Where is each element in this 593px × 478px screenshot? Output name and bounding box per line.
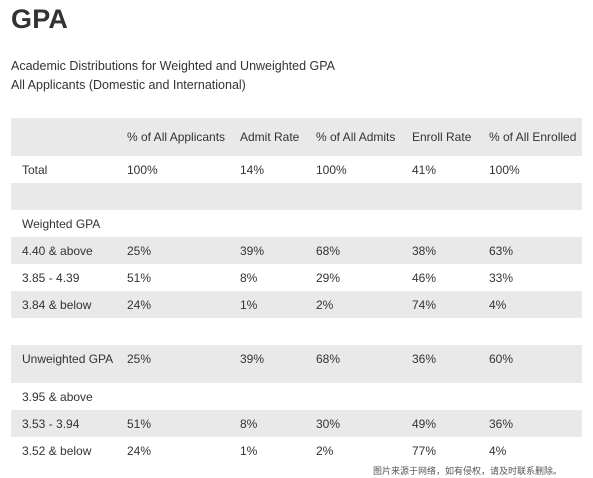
- table-cell: 4%: [489, 297, 507, 312]
- table-subtitle: Academic Distributions for Weighted and …: [11, 59, 336, 73]
- table-cell: 33%: [489, 270, 514, 285]
- table-cell: 25%: [127, 243, 152, 258]
- header-cell-pct-applicants: % of All Applicants: [127, 130, 226, 144]
- table-cell: 38%: [412, 243, 437, 258]
- table-cell: [11, 183, 116, 210]
- table-cell: 74%: [412, 297, 437, 312]
- gpa-distribution-table: % of All Applicants Admit Rate % of All …: [11, 118, 582, 464]
- table-cell: 100%: [489, 162, 520, 177]
- table-cell: [305, 318, 401, 345]
- table-cell: 63%: [489, 243, 514, 258]
- table-cell: 1%: [240, 297, 258, 312]
- table-row: 3.95 & above: [11, 383, 582, 410]
- table-cell: 1%: [240, 443, 258, 458]
- table-cell: [116, 383, 229, 410]
- table-cell: [401, 318, 478, 345]
- watermark-text: 图片来源于网络，如有侵权，请及时联系删除。: [372, 466, 562, 476]
- table-row: 3.53 - 3.94 51% 8% 30% 49% 36%: [11, 410, 582, 437]
- table-cell: 29%: [316, 270, 341, 285]
- table-cell: [229, 383, 305, 410]
- row-label: 3.95 & above: [22, 389, 93, 404]
- table-cell: [305, 383, 401, 410]
- table-cell: [229, 210, 305, 237]
- table-cell: 25%: [127, 352, 152, 366]
- table-cell: [401, 210, 478, 237]
- table-row-total: Total 100% 14% 100% 41% 100%: [11, 156, 582, 183]
- table-cell: 24%: [127, 297, 152, 312]
- table-cell: 41%: [412, 162, 437, 177]
- table-cell: 46%: [412, 270, 437, 285]
- table-cell: 68%: [316, 352, 341, 366]
- table-spacer-row: [11, 183, 582, 210]
- table-cell: 68%: [316, 243, 341, 258]
- table-row: 3.52 & below 24% 1% 2% 77% 4%: [11, 437, 582, 464]
- table-cell: 30%: [316, 416, 341, 431]
- table-cell: 60%: [489, 352, 514, 366]
- header-cell-pct-admits: % of All Admits: [316, 130, 396, 144]
- table-cell: 36%: [489, 416, 514, 431]
- table-cell: [229, 183, 305, 210]
- table-cell: 100%: [127, 162, 158, 177]
- table-cell: 8%: [240, 416, 258, 431]
- table-cell: 8%: [240, 270, 258, 285]
- page-title: GPA: [11, 4, 69, 34]
- table-cell: 2%: [316, 297, 334, 312]
- row-label: 3.52 & below: [22, 443, 92, 458]
- table-cell: 39%: [240, 243, 265, 258]
- row-label: 3.84 & below: [22, 297, 92, 312]
- table-cell: 36%: [412, 352, 437, 366]
- table-row: 4.40 & above 25% 39% 68% 38% 63%: [11, 237, 582, 264]
- table-cell: [478, 210, 582, 237]
- row-label: 4.40 & above: [22, 243, 93, 258]
- table-section-row-weighted: Weighted GPA: [11, 210, 582, 237]
- table-row: 3.85 - 4.39 51% 8% 29% 46% 33%: [11, 264, 582, 291]
- section-label: Weighted GPA: [22, 216, 101, 231]
- table-cell: 4%: [489, 443, 507, 458]
- table-cell: 51%: [127, 416, 152, 431]
- row-label: Total: [22, 162, 48, 177]
- table-row: 3.84 & below 24% 1% 2% 74% 4%: [11, 291, 582, 318]
- table-cell: [401, 183, 478, 210]
- table-cell: 24%: [127, 443, 152, 458]
- table-cell: [478, 383, 582, 410]
- table-cell: [116, 210, 229, 237]
- header-cell-pct-enrolled: % of All Enrolled: [489, 130, 577, 144]
- row-label: 3.85 - 4.39: [22, 270, 80, 285]
- table-cell: 49%: [412, 416, 437, 431]
- table-cell: 39%: [240, 352, 265, 366]
- table-cell: 100%: [316, 162, 347, 177]
- table-cell: 51%: [127, 270, 152, 285]
- table-cell: [401, 383, 478, 410]
- table-cell: [229, 318, 305, 345]
- header-cell-admit-rate: Admit Rate: [240, 130, 300, 144]
- header-cell-category: [11, 118, 116, 156]
- table-spacer-row: [11, 318, 582, 345]
- table-cell: [11, 318, 116, 345]
- row-label: 3.53 - 3.94: [22, 416, 80, 431]
- table-cell: [305, 210, 401, 237]
- applicant-scope-subtitle: All Applicants (Domestic and Internation…: [11, 78, 246, 92]
- table-cell: 14%: [240, 162, 265, 177]
- table-cell: [116, 318, 229, 345]
- header-cell-enroll-rate: Enroll Rate: [412, 130, 472, 144]
- table-cell: [478, 318, 582, 345]
- table-cell: [116, 183, 229, 210]
- table-header-row: % of All Applicants Admit Rate % of All …: [11, 118, 582, 156]
- table-section-row-unweighted: Unweighted GPA 25% 39% 68% 36% 60%: [11, 345, 582, 383]
- table-cell: 77%: [412, 443, 437, 458]
- table-cell: 2%: [316, 443, 334, 458]
- table-cell: [478, 183, 582, 210]
- section-label: Unweighted GPA: [22, 352, 114, 366]
- table-cell: [305, 183, 401, 210]
